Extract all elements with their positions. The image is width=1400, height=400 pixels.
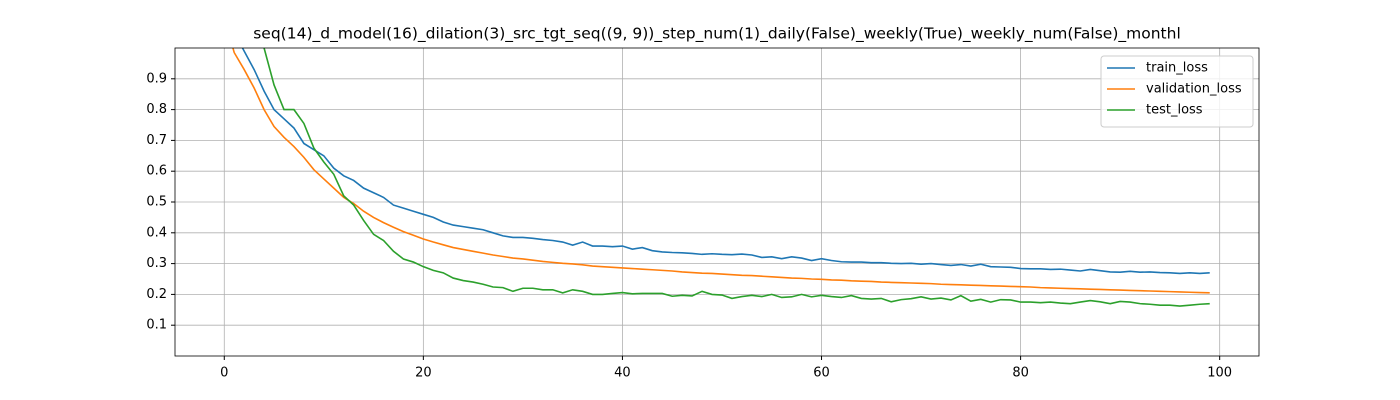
line-series: [241, 48, 1210, 275]
x-tick-label: 60: [813, 366, 830, 381]
y-tick-label: 0.4: [146, 225, 167, 240]
y-tick-label: 0.7: [146, 133, 167, 148]
line-series: [232, 48, 1210, 294]
y-tick-label: 0.2: [146, 287, 167, 302]
y-tick-label: 0.8: [146, 102, 167, 117]
x-tick-label: 40: [614, 366, 631, 381]
axes-frame: [174, 47, 1260, 357]
x-tick-label: 100: [1207, 366, 1232, 381]
legend-label: train_loss: [1146, 61, 1208, 76]
legend-label: test_loss: [1146, 103, 1203, 118]
legend-label: validation_loss: [1146, 82, 1242, 97]
y-tick-label: 0.3: [146, 256, 167, 271]
y-tick-label: 0.5: [146, 195, 167, 210]
y-tick-label: 0.6: [146, 164, 167, 179]
y-tick-label: 0.9: [146, 71, 167, 86]
x-tick-label: 80: [1012, 366, 1029, 381]
chart-title: seq(14)_d_model(16)_dilation(3)_src_tgt_…: [253, 25, 1181, 44]
plot-lines: [232, 48, 1210, 307]
x-tick-label: 0: [220, 366, 228, 381]
line-series: [263, 48, 1210, 307]
legend-box: [1100, 55, 1254, 128]
y-tick-label: 0.1: [146, 318, 167, 333]
x-tick-label: 20: [415, 366, 432, 381]
